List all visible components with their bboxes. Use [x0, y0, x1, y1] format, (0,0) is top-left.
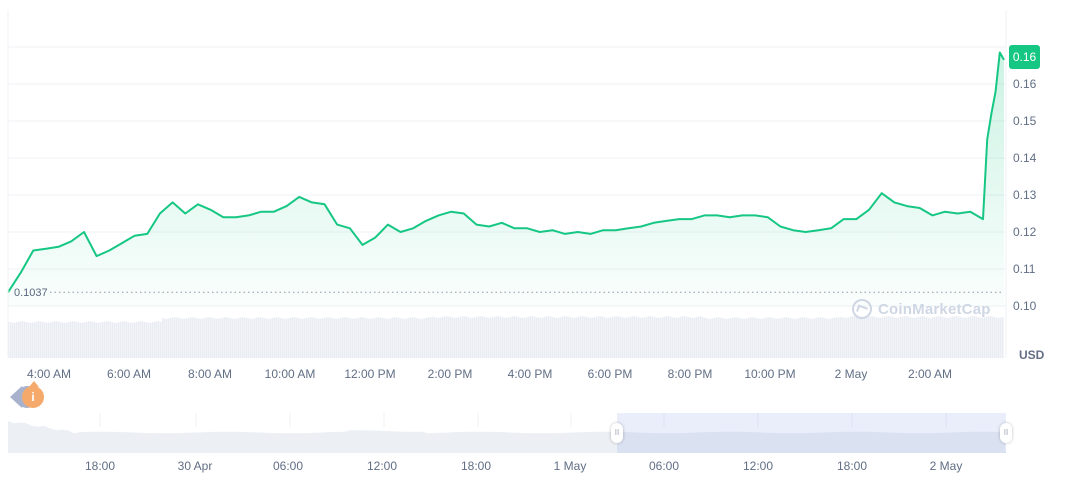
watermark-text: CoinMarketCap	[878, 300, 991, 318]
range-navigator[interactable]	[8, 413, 1006, 453]
navigator-tick-label: 2 May	[929, 459, 963, 473]
coinmarketcap-watermark: CoinMarketCap	[852, 299, 991, 319]
x-tick-label: 2 May	[834, 367, 868, 381]
price-area	[8, 52, 1004, 306]
x-tick-label: 4:00 PM	[507, 367, 553, 381]
volume-bars	[8, 316, 1004, 358]
navigator-tick-label: 12:00	[742, 459, 774, 473]
x-tick-label: 2:00 AM	[907, 367, 953, 381]
y-tick-label: 0.10	[1013, 299, 1037, 313]
event-marker[interactable]: i	[10, 381, 46, 410]
x-tick-label: 2:00 PM	[427, 367, 473, 381]
x-tick-label: 10:00 AM	[264, 367, 316, 381]
x-tick-label: 4:00 AM	[26, 367, 72, 381]
navigator-tick-label: 18:00	[84, 459, 116, 473]
navigator-tick-label: 12:00	[366, 459, 398, 473]
y-tick-label: 0.15	[1013, 114, 1037, 128]
x-tick-label: 6:00 PM	[587, 367, 633, 381]
info-icon[interactable]: i	[22, 386, 44, 408]
y-tick-label: 0.14	[1013, 151, 1037, 165]
y-tick-label: 0.12	[1013, 225, 1037, 239]
coinmarketcap-logo-icon	[852, 299, 872, 319]
x-tick-label: 8:00 AM	[187, 367, 233, 381]
y-tick-label: 0.13	[1013, 188, 1037, 202]
navigator-tick-label: 18:00	[460, 459, 492, 473]
price-chart[interactable]	[0, 0, 1072, 370]
range-handle-right[interactable]: II	[1000, 423, 1012, 443]
x-tick-label: 8:00 PM	[667, 367, 713, 381]
navigator-tick-label: 06:00	[648, 459, 680, 473]
y-tick-label: 0.11	[1013, 262, 1036, 276]
navigator-tick-label: 30 Apr	[177, 459, 213, 473]
x-tick-label: 12:00 PM	[344, 367, 396, 381]
open-price-label: 0.1037	[14, 287, 48, 299]
navigator-tick-label: 1 May	[553, 459, 587, 473]
price-line	[7, 51, 1005, 293]
y-tick-label: 0.16	[1013, 77, 1037, 91]
currency-label: USD	[1019, 348, 1045, 362]
event-marker-tip	[29, 381, 39, 387]
x-tick-label: 10:00 PM	[744, 367, 796, 381]
x-tick-label: 6:00 AM	[106, 367, 152, 381]
navigator-tick-label: 06:00	[272, 459, 304, 473]
navigator-tick-label: 18:00	[836, 459, 868, 473]
selected-range	[617, 413, 1006, 453]
range-handle-left[interactable]: II	[611, 423, 623, 443]
current-price-badge: 0.16	[1009, 45, 1040, 69]
